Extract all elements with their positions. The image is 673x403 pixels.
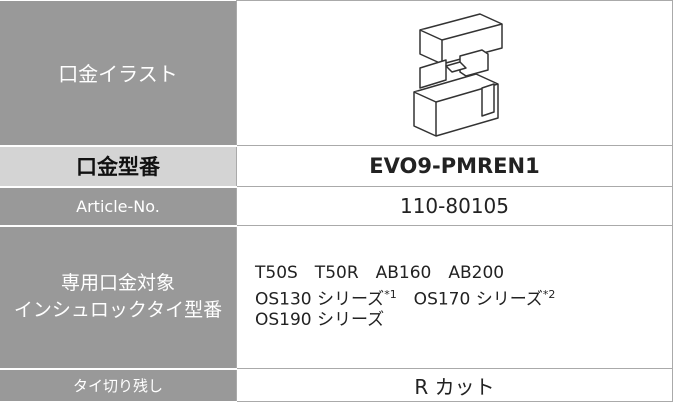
line: OS190 シリーズ <box>255 310 672 331</box>
row: Article-No. 110-80105 <box>0 186 673 227</box>
label-cell: タイ切り残し <box>0 368 237 403</box>
label-cell: 口金型番 <box>0 145 237 188</box>
value: 110-80105 <box>399 194 509 218</box>
model: OS130 シリーズ <box>255 289 385 310</box>
label: 口金型番 <box>76 155 160 179</box>
value-cell: 110-80105 <box>236 186 673 226</box>
label: 口金イラスト <box>58 62 178 86</box>
row: 専用口金対象 インシュロックタイ型番 T50S T50R AB160 AB200… <box>0 225 673 370</box>
label-cell: 専用口金対象 インシュロックタイ型番 <box>0 225 237 370</box>
model: T50S T50R AB160 AB200 <box>255 262 505 283</box>
illustration-cell <box>236 0 673 146</box>
label-cell: Article-No. <box>0 186 237 227</box>
row: 口金イラスト <box>0 0 673 147</box>
label: インシュロックタイ型番 <box>13 299 223 321</box>
row: タイ切り残し R カット <box>0 368 673 403</box>
value-cell: R カット <box>236 368 673 402</box>
value: EVO9-PMREN1 <box>369 154 540 178</box>
label-cell: 口金イラスト <box>0 0 237 147</box>
model: OS190 シリーズ <box>255 310 385 331</box>
value-cell: EVO9-PMREN1 <box>236 145 673 187</box>
line: T50S T50R AB160 AB200 <box>255 263 672 284</box>
label: 専用口金対象 <box>60 272 175 294</box>
label: Article-No. <box>76 196 160 216</box>
line: OS130 シリーズ*1 OS170 シリーズ*2 <box>255 284 672 311</box>
row: 口金型番 EVO9-PMREN1 <box>0 145 673 188</box>
value-cell: T50S T50R AB160 AB200 OS130 シリーズ*1 OS170… <box>236 225 673 369</box>
value: R カット <box>414 374 495 399</box>
label: タイ切り残し <box>72 376 163 395</box>
footnote: *1 <box>384 287 397 301</box>
footnote: *2 <box>542 287 556 301</box>
socket-illustration <box>412 13 503 137</box>
model: OS170 シリーズ <box>396 289 543 310</box>
